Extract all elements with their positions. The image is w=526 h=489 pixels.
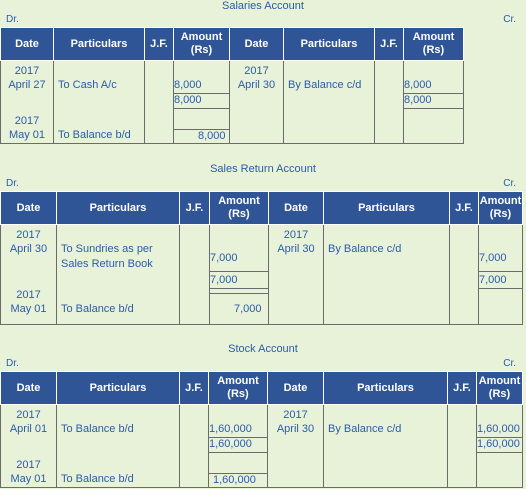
- entry-year: 2017: [14, 65, 40, 77]
- header-amount: Amount (Rs): [476, 371, 523, 405]
- header-particulars: Particulars: [53, 27, 145, 61]
- entry-year: 2017: [283, 409, 308, 421]
- header-jf: J.F.: [374, 27, 404, 61]
- total-amount: 1,60,000: [477, 438, 522, 453]
- dr-label: Dr.: [6, 358, 19, 369]
- entry-particulars: To Cash A/c: [58, 79, 117, 91]
- header-jf: J.F.: [447, 371, 477, 405]
- entry-date: May 01: [10, 303, 47, 315]
- entry-amount: 1,60,000: [209, 423, 267, 438]
- header-jf: J.F.: [179, 371, 209, 405]
- header-amount: Amount (Rs): [173, 27, 230, 61]
- header-particulars: Particulars: [323, 191, 450, 225]
- header-date: Date: [267, 371, 324, 405]
- entry-amount: 1,60,000: [477, 423, 522, 438]
- entry-year: 2017: [16, 459, 41, 471]
- total-amount: 1,60,000: [209, 438, 267, 453]
- header-particulars: Particulars: [323, 371, 448, 405]
- total-amount: 8,000: [404, 94, 463, 109]
- entry-amount: 8,000: [404, 79, 463, 94]
- cr-label: Cr.: [503, 358, 516, 369]
- entry-amount: 1,60,000: [209, 473, 267, 486]
- total-amount: 7,000: [210, 274, 268, 289]
- entry-particulars: To Balance b/d: [61, 303, 134, 315]
- entry-year: 2017: [14, 115, 40, 127]
- entry-amount: 7,000: [210, 252, 268, 272]
- entry-particulars: By Balance c/d: [328, 423, 402, 435]
- entry-date: May 01: [8, 129, 46, 141]
- entry-particulars: To Balance b/d: [58, 129, 131, 141]
- entry-particulars: By Balance c/d: [328, 243, 402, 255]
- header-date: Date: [0, 27, 54, 61]
- entry-year: 2017: [16, 409, 41, 421]
- entry-amount: 8,000: [174, 129, 229, 142]
- dr-label: Dr.: [6, 14, 19, 25]
- entry-particulars: Sales Return Book: [61, 258, 153, 270]
- entry-date: April 30: [277, 243, 315, 255]
- header-particulars: Particulars: [56, 191, 180, 225]
- entry-amount: 8,000: [174, 79, 229, 94]
- header-particulars: Particulars: [56, 371, 180, 405]
- header-amount: Amount (Rs): [403, 27, 464, 61]
- entry-date: April 01: [9, 423, 48, 435]
- entry-date: May 01: [10, 473, 47, 485]
- total-amount: 7,000: [479, 274, 522, 289]
- header-jf: J.F.: [144, 27, 174, 61]
- entry-particulars: To Balance b/d: [61, 473, 134, 485]
- entry-particulars: To Sundries as per: [61, 243, 153, 255]
- entry-year: 2017: [16, 229, 41, 241]
- header-date: Date: [229, 27, 284, 61]
- header-amount: Amount (Rs): [209, 191, 269, 225]
- header-jf: J.F.: [179, 191, 210, 225]
- total-amount: 8,000: [174, 94, 229, 109]
- entry-amount: 7,000: [479, 252, 522, 272]
- salaries-title: Salaries Account: [222, 0, 304, 12]
- dr-label: Dr.: [6, 178, 19, 189]
- entry-particulars: To Balance b/d: [61, 423, 134, 435]
- entry-amount: 7,000: [210, 293, 268, 315]
- entry-year: 2017: [244, 65, 269, 77]
- stock-table: Date Particulars J.F. Amount (Rs) Date P…: [0, 371, 523, 488]
- salaries-table: Date Particulars J.F. Amount (Rs) Date P…: [0, 27, 464, 144]
- entry-date: April 30: [9, 243, 48, 255]
- header-date: Date: [268, 191, 324, 225]
- sales-return-title: Sales Return Account: [210, 163, 316, 175]
- header-amount: Amount (Rs): [208, 371, 268, 405]
- entry-particulars: By Balance c/d: [288, 79, 362, 91]
- entry-year: 2017: [16, 289, 41, 301]
- cr-label: Cr.: [503, 178, 516, 189]
- header-jf: J.F.: [449, 191, 479, 225]
- entry-year: 2017: [283, 229, 309, 241]
- sales-return-table: Date Particulars J.F. Amount (Rs) Date P…: [0, 191, 523, 325]
- cr-label: Cr.: [503, 14, 516, 25]
- entry-date: April 30: [276, 423, 315, 435]
- stock-title: Stock Account: [228, 343, 298, 355]
- header-particulars: Particulars: [283, 27, 375, 61]
- header-date: Date: [0, 191, 57, 225]
- header-amount: Amount (Rs): [478, 191, 523, 225]
- header-date: Date: [0, 371, 57, 405]
- entry-date: April 30: [237, 79, 276, 91]
- entry-date: April 27: [8, 79, 46, 91]
